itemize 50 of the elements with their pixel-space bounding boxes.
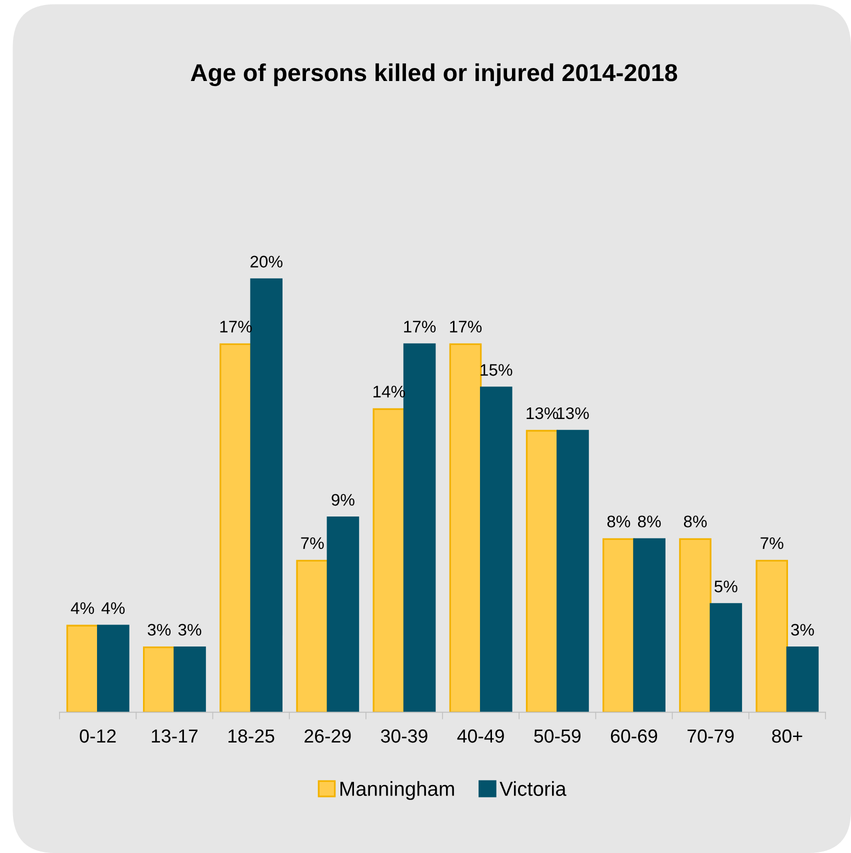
- x-tick-label: 40-49: [457, 729, 504, 743]
- x-tick-label: 26-29: [304, 729, 351, 743]
- bar: [403, 343, 436, 712]
- x-tick-label: 80+: [772, 729, 802, 743]
- data-label: 3%: [148, 624, 171, 636]
- bar: [174, 646, 206, 712]
- legend-label: Victoria: [500, 781, 566, 796]
- data-label: 8%: [684, 516, 707, 528]
- bar: [756, 560, 788, 712]
- chart-title: Age of persons killed or injured 2014-2018: [190, 63, 678, 86]
- data-label: 8%: [638, 516, 661, 528]
- bar: [480, 386, 512, 712]
- data-label: 3%: [791, 624, 814, 636]
- data-label: 17%: [450, 320, 482, 332]
- data-label: 7%: [301, 537, 324, 549]
- bar: [526, 430, 558, 712]
- bar: [220, 343, 252, 712]
- bar: [296, 560, 328, 712]
- data-label: 4%: [70, 602, 94, 614]
- bar: [556, 430, 589, 712]
- bar: [633, 538, 666, 712]
- bar: [602, 538, 635, 712]
- data-label: 20%: [250, 256, 282, 268]
- legend-label: Manningham: [340, 781, 454, 800]
- data-label: 4%: [102, 602, 125, 614]
- x-tick-label: 30-39: [380, 729, 428, 743]
- x-tick-label: 13-17: [152, 729, 198, 743]
- x-tick-label: 50-59: [534, 729, 580, 743]
- x-tick-label: 0-12: [80, 729, 116, 743]
- data-label: 13%: [557, 407, 589, 420]
- bar: [142, 646, 176, 712]
- bar: [326, 516, 360, 712]
- bar: [66, 624, 99, 712]
- data-label: 8%: [607, 516, 630, 528]
- x-tick-label: 70-79: [688, 729, 734, 743]
- bar: [97, 624, 130, 712]
- data-label: 13%: [526, 407, 558, 420]
- bar: [372, 408, 406, 712]
- data-label: 3%: [178, 624, 202, 636]
- bar: [250, 278, 283, 712]
- bar: [679, 538, 712, 712]
- bar: [449, 343, 482, 712]
- bar: [786, 646, 819, 712]
- x-tick-label: 60-69: [610, 729, 658, 743]
- data-label: 9%: [332, 494, 354, 506]
- data-label: 5%: [714, 580, 738, 592]
- bar: [710, 603, 742, 712]
- x-tick-label: 18-25: [228, 729, 274, 743]
- data-label: 17%: [404, 320, 436, 332]
- data-label: 7%: [760, 537, 784, 549]
